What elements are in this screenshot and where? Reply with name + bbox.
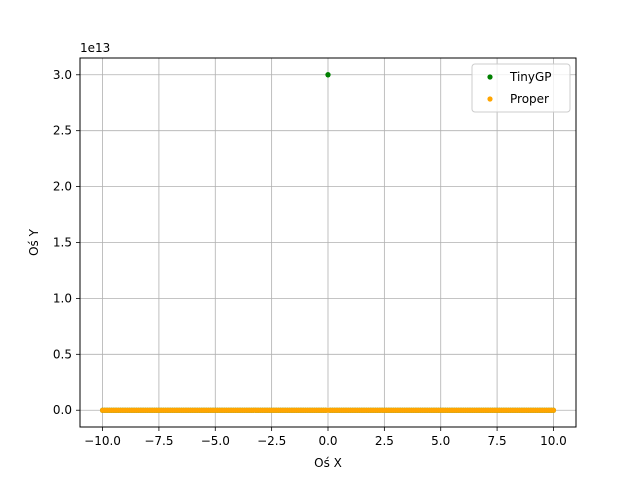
- legend: TinyGP Proper: [471, 63, 571, 113]
- y-tick-label: 1.5: [53, 236, 72, 250]
- scatter-point: [325, 72, 331, 78]
- y-tick-label: 2.0: [53, 180, 72, 194]
- x-tick-label: −2.5: [257, 434, 286, 448]
- y-tick-label: 3.0: [53, 68, 72, 82]
- x-tick-label: −7.5: [144, 434, 173, 448]
- x-tick-label: 0.0: [318, 434, 337, 448]
- y-offset-text: 1e13: [80, 41, 110, 55]
- y-axis-label: Oś Y: [27, 228, 41, 256]
- legend-label: TinyGP: [509, 70, 552, 84]
- x-tick-label: 7.5: [488, 434, 507, 448]
- series-proper: [99, 407, 557, 413]
- data-points: [99, 72, 557, 413]
- x-axis-ticks: −10.0 −7.5 −5.0 −2.5 0.0 2.5 5.0 7.5 10.0: [84, 427, 567, 448]
- x-tick-label: 10.0: [540, 434, 567, 448]
- x-axis-label: Oś X: [314, 456, 342, 470]
- legend-marker: [487, 96, 493, 102]
- x-tick-label: 2.5: [375, 434, 394, 448]
- x-tick-label: 5.0: [431, 434, 450, 448]
- x-tick-label: −10.0: [84, 434, 121, 448]
- y-tick-label: 0.0: [53, 403, 72, 417]
- scatter-point: [550, 407, 557, 413]
- x-tick-label: −5.0: [201, 434, 230, 448]
- y-tick-label: 1.0: [53, 291, 72, 305]
- legend-label: Proper: [510, 92, 549, 106]
- legend-box: [471, 63, 571, 113]
- y-tick-label: 2.5: [53, 124, 72, 138]
- y-axis-ticks: 0.0 0.5 1.0 1.5 2.0 2.5 3.0: [53, 68, 80, 417]
- legend-marker: [487, 74, 493, 80]
- y-tick-label: 0.5: [53, 347, 72, 361]
